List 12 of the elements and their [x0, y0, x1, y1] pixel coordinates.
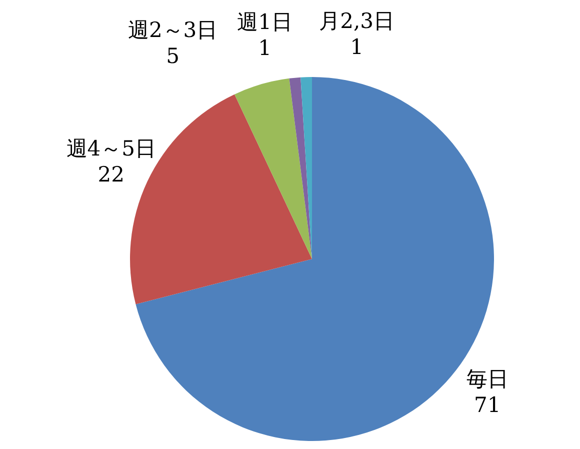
pie-slice	[289, 77, 312, 259]
slice-label: 週2～3日	[128, 18, 218, 42]
slice-label: 毎日	[466, 367, 508, 392]
data-label: 5	[166, 44, 180, 68]
data-label: 71	[474, 393, 501, 418]
slice-label: 週1日	[237, 10, 292, 34]
data-label: 1	[350, 35, 364, 60]
data-label: 22	[98, 162, 124, 186]
slice-label: 月2,3日	[319, 9, 395, 34]
pie-slice	[234, 78, 312, 259]
data-label: 1	[258, 36, 272, 60]
slice-label: 週4～5日	[66, 136, 156, 160]
